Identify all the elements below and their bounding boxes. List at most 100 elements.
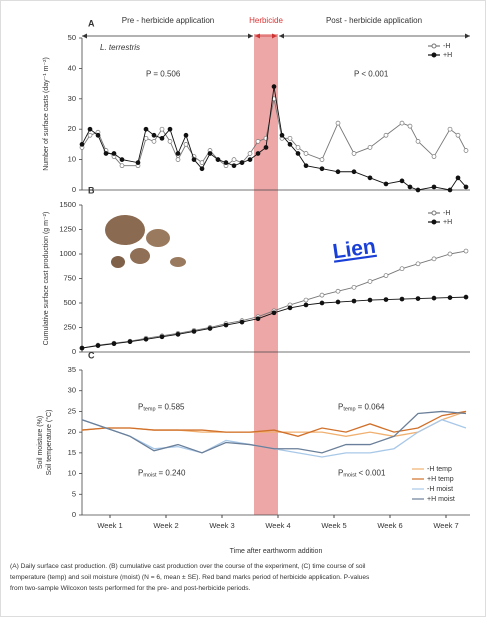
y-tick-label: 1500 xyxy=(59,200,76,209)
data-point xyxy=(87,132,93,138)
p-value: Pmoist = 0.240 xyxy=(138,469,186,479)
panel: C 0 5 10 15 20 25 30 35 Soil moisture (%) Soil tem… xyxy=(37,350,470,530)
data-point xyxy=(183,142,189,147)
y-axis-label: Cumulative surface cast production (g m⁻… xyxy=(43,212,50,346)
data-point xyxy=(207,151,213,156)
data-point xyxy=(319,300,325,306)
p-value: P < 0.001 xyxy=(354,70,389,79)
data-point xyxy=(303,297,309,303)
y-tick-label: 0 xyxy=(72,510,76,519)
data-point xyxy=(351,169,357,175)
data-point xyxy=(319,292,325,298)
data-point xyxy=(295,151,301,156)
data-point xyxy=(335,288,341,294)
y-tick-label: 5 xyxy=(72,489,76,498)
data-point xyxy=(199,166,205,172)
data-point xyxy=(367,175,373,181)
p-rest: < 0.001 xyxy=(358,469,385,478)
data-point xyxy=(143,126,149,132)
data-point xyxy=(351,151,357,156)
y-tick-label: 0 xyxy=(72,185,76,194)
panel-letter: A xyxy=(88,18,95,28)
cast-photo xyxy=(105,215,186,268)
y-axis-label: Number of surface casts (day⁻¹ m⁻²) xyxy=(43,57,50,171)
y-tick-label: 40 xyxy=(68,63,76,72)
data-point xyxy=(455,175,461,181)
p-symbol: P = 0.506 xyxy=(146,70,181,79)
data-point xyxy=(463,248,469,254)
data-point xyxy=(399,120,405,126)
p-value: P = 0.506 xyxy=(146,70,181,79)
x-tick-label: Week 5 xyxy=(321,521,346,530)
data-point xyxy=(79,142,85,147)
legend-label: -H temp xyxy=(427,466,452,473)
data-point xyxy=(287,135,293,141)
species-label: L. terrestris xyxy=(100,43,140,52)
data-point xyxy=(319,157,325,162)
data-point xyxy=(287,305,293,311)
header-label: Pre - herbicide application xyxy=(122,16,215,25)
caption-line: temperature (temp) and soil moisture (mo… xyxy=(10,574,370,581)
y-tick-label: 35 xyxy=(68,365,76,374)
panel: A 0 10 20 30 40 50 Number of surface casts (day… xyxy=(43,18,470,194)
data-point xyxy=(287,142,293,147)
data-point xyxy=(119,157,125,162)
data-point xyxy=(335,299,341,305)
data-point xyxy=(159,126,165,132)
data-point xyxy=(143,336,149,342)
data-point xyxy=(191,157,197,162)
data-point xyxy=(431,256,437,262)
legend-label: +H moist xyxy=(427,496,455,503)
data-point xyxy=(383,181,389,187)
data-point xyxy=(95,132,101,138)
data-point xyxy=(79,345,85,351)
panel-letter: B xyxy=(88,185,95,195)
data-point xyxy=(399,178,405,184)
p-symbol: P < 0.001 xyxy=(354,70,389,79)
data-point xyxy=(87,126,93,132)
data-point xyxy=(151,139,157,144)
data-point xyxy=(407,184,413,190)
data-point xyxy=(239,319,245,325)
series-line xyxy=(81,98,467,167)
arrow-head xyxy=(255,33,277,39)
y-tick-label: 750 xyxy=(63,273,76,282)
data-point xyxy=(151,132,157,138)
data-point xyxy=(447,187,453,193)
p-symbol: P xyxy=(138,402,143,411)
x-tick-label: Week 6 xyxy=(377,521,402,530)
y-tick-label: 20 xyxy=(68,124,76,133)
data-point xyxy=(383,273,389,278)
data-point xyxy=(111,151,117,156)
p-value: Ptemp = 0.064 xyxy=(338,402,385,412)
p-subscript: temp xyxy=(343,407,355,413)
p-rest: = 0.064 xyxy=(358,402,385,411)
data-point xyxy=(215,157,221,162)
data-point xyxy=(383,132,389,138)
y-tick-label: 10 xyxy=(68,155,76,164)
y-axis-label-line: Soil moisture (%) xyxy=(37,416,44,469)
data-point xyxy=(335,120,341,126)
data-point xyxy=(207,326,213,331)
data-point xyxy=(447,126,453,132)
data-point xyxy=(447,251,453,257)
p-symbol: P xyxy=(338,469,343,478)
y-tick-label: 25 xyxy=(68,406,76,415)
data-point xyxy=(191,329,197,334)
data-point xyxy=(255,139,261,144)
legend-marker xyxy=(431,210,437,216)
data-point xyxy=(159,135,165,141)
series-line xyxy=(81,410,467,437)
data-point xyxy=(271,310,277,316)
legend-label: +H xyxy=(443,219,452,226)
data-point xyxy=(383,297,389,302)
data-point xyxy=(447,295,453,300)
data-point xyxy=(167,139,173,144)
data-point xyxy=(239,160,245,165)
data-point xyxy=(119,163,125,169)
data-point xyxy=(415,261,421,267)
y-tick-label: 250 xyxy=(63,322,76,331)
legend-marker xyxy=(431,219,437,225)
